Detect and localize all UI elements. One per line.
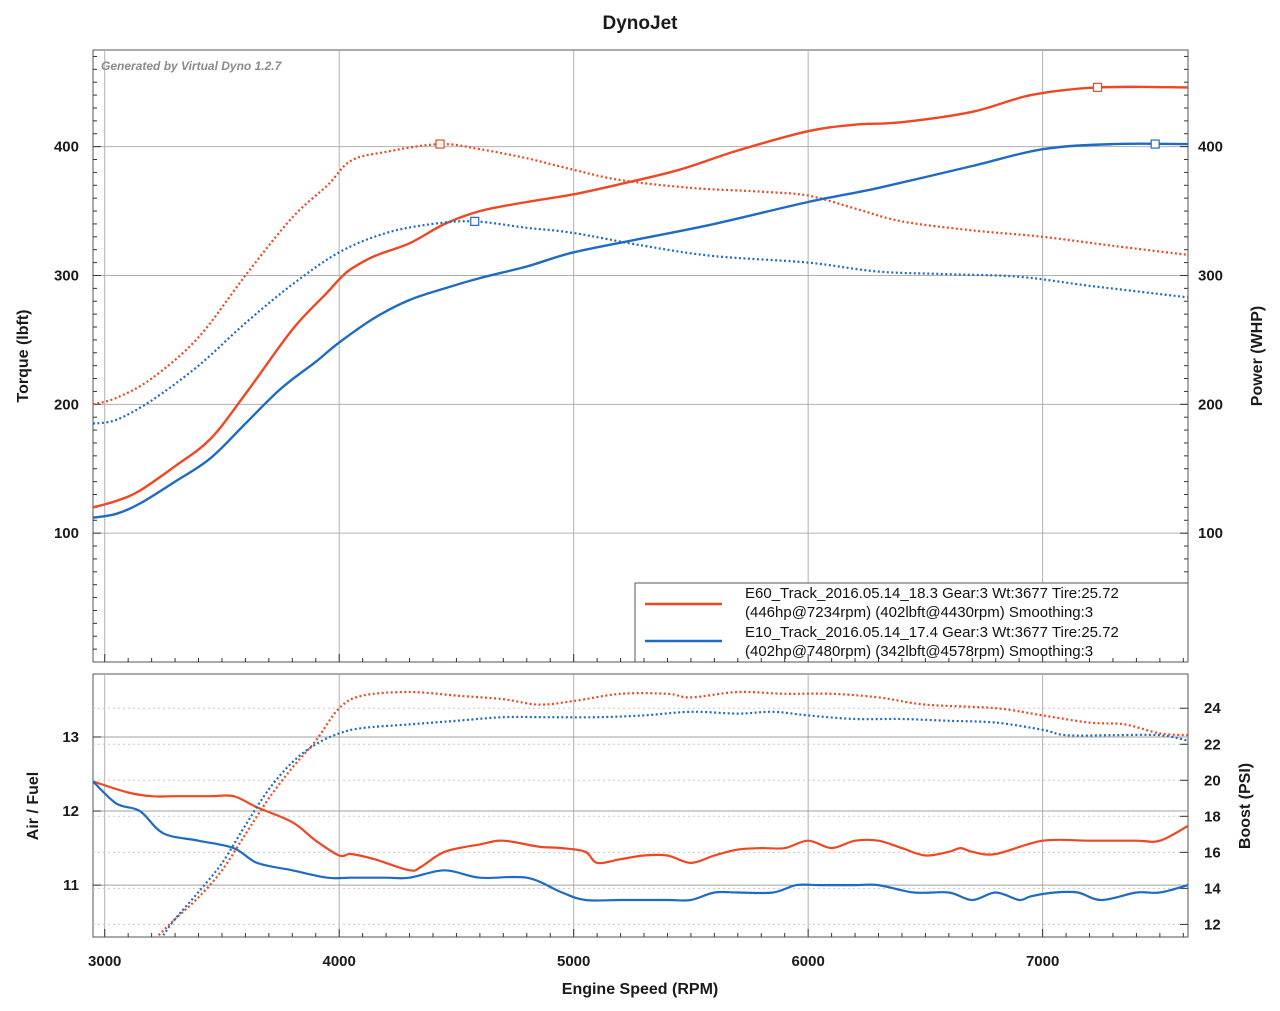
boost-axis-label: Boost (PSI) [1237,763,1254,849]
top-plot-frame [92,49,1189,663]
top-series-line-1 [92,142,1189,406]
air-fuel-axis-label: Air / Fuel [25,772,42,840]
x-tick-label-3000: 3000 [88,953,121,970]
air-fuel-tick-label-12: 12 [62,803,79,820]
x-tick-label-7000: 7000 [1026,953,1059,970]
bottom-series-line-2 [157,690,1189,936]
boost-tick-label-16: 16 [1204,844,1221,861]
top-series [92,82,1189,519]
torque-tick-label-400: 400 [54,139,79,156]
top-grid [93,50,1188,662]
legend-label-e10: E10_Track_2016.05.14_17.4 Gear:3 Wt:3677… [745,624,1119,641]
peak-marker-2 [1150,139,1160,149]
power-tick-label-400: 400 [1198,139,1223,156]
boost-tick-label-24: 24 [1204,700,1221,717]
bottom-axis-ticks: 11 12 13 12 14 16 18 20 22 24 [62,700,1221,933]
legend-box [634,582,1189,663]
watermark-text: Generated by Virtual Dyno 1.2.7 [101,59,283,73]
x-axis-label: Engine Speed (RPM) [562,981,718,998]
power-axis-label: Power (WHP) [1249,306,1266,406]
air-fuel-tick-label-11: 11 [63,877,79,894]
legend-label-e60: E60_Track_2016.05.14_18.3 Gear:3 Wt:3677… [745,585,1119,602]
air-fuel-tick-label-13: 13 [62,729,79,746]
x-tick-label-4000: 4000 [323,953,356,970]
x-tick-label-5000: 5000 [557,953,590,970]
torque-power-panel: 100 200 300 400 100 200 300 400 Generated by Vi… [15,49,1266,663]
boost-tick-label-14: 14 [1204,880,1221,897]
peak-marker-3 [470,216,480,226]
boost-tick-label-12: 12 [1204,916,1221,933]
top-series-line-2 [92,142,1189,519]
x-axis-ticks: 3000 4000 5000 6000 7000 [88,654,1184,970]
peak-marker-0 [1092,82,1103,92]
legend-label-e10-peaks: (402hp@7480rpm) (342lbft@4578rpm) Smooth… [745,643,1093,660]
bottom-series-line-3 [162,710,1189,936]
top-series-line-3 [92,220,1189,425]
afr-boost-panel: 11 12 13 12 14 16 18 20 22 24 Air / Fuel Boost (P… [25,673,1254,938]
torque-tick-label-100: 100 [54,525,79,542]
boost-tick-label-18: 18 [1204,808,1221,825]
power-tick-label-100: 100 [1198,525,1223,542]
bottom-plot-frame [92,673,1189,938]
boost-tick-label-22: 22 [1204,736,1221,753]
peak-marker-1 [435,139,445,149]
power-tick-label-300: 300 [1198,267,1223,284]
x-tick-label-6000: 6000 [791,953,824,970]
bottom-series-line-1 [92,780,1189,902]
legend: E60_Track_2016.05.14_18.3 Gear:3 Wt:3677… [634,582,1189,663]
torque-tick-label-200: 200 [54,396,79,413]
power-tick-label-200: 200 [1198,396,1223,413]
bottom-series-line-0 [92,780,1189,872]
bottom-grid [93,674,1188,937]
top-axis-ticks: 100 200 300 400 100 200 300 400 [54,55,1223,650]
top-series-line-0 [92,85,1189,509]
chart-title: DynoJet [603,13,679,34]
torque-axis-label: Torque (lbft) [15,309,32,402]
bottom-series [92,690,1189,936]
boost-tick-label-20: 20 [1204,772,1221,789]
legend-label-e60-peaks: (446hp@7234rpm) (402lbft@4430rpm) Smooth… [745,604,1093,621]
torque-tick-label-300: 300 [54,267,79,284]
